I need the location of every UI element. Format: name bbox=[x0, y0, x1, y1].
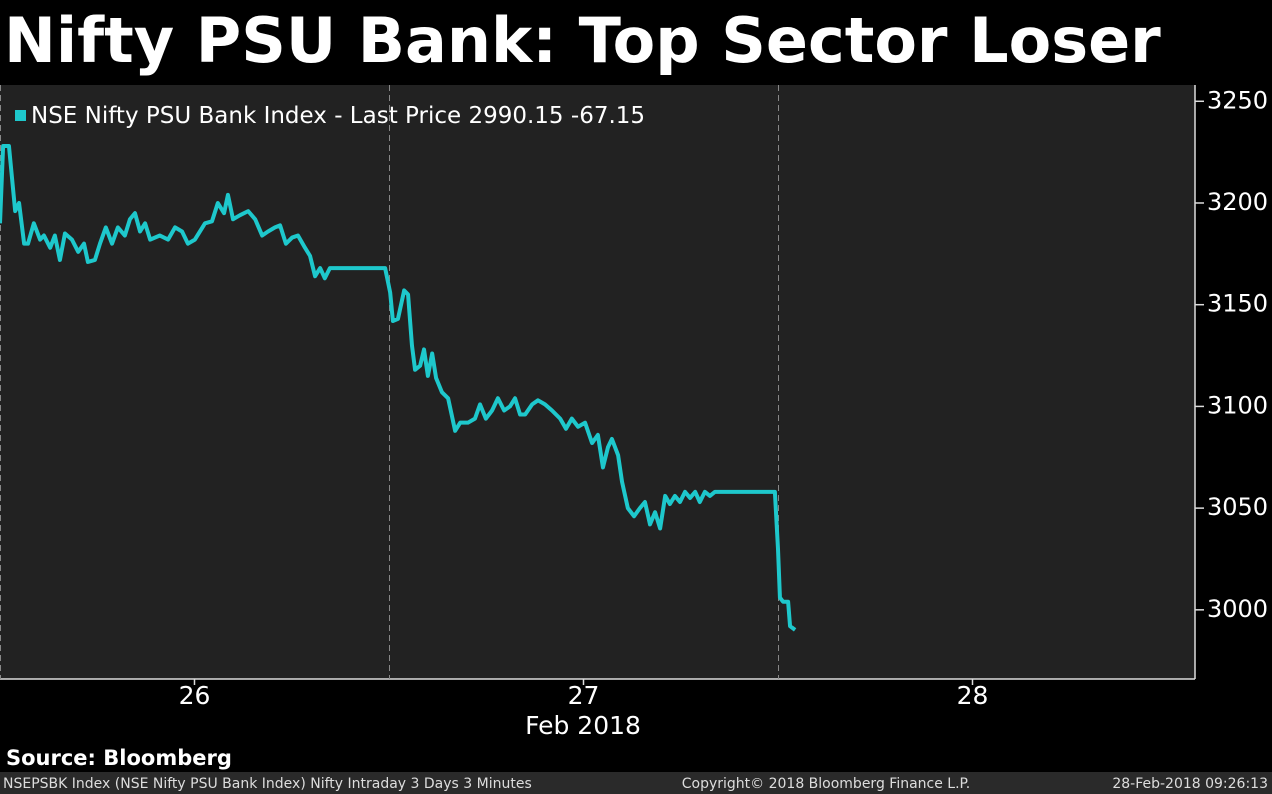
x-tick-label: 28 bbox=[957, 681, 989, 710]
legend-swatch bbox=[15, 110, 26, 121]
legend-change: -67.15 bbox=[571, 103, 645, 129]
legend-last-price: 2990.15 bbox=[468, 103, 563, 129]
footer-right: 28-Feb-2018 09:26:13 bbox=[1112, 776, 1268, 792]
price-line bbox=[0, 144, 797, 632]
x-tick-label: 26 bbox=[179, 681, 211, 710]
source: Source: Bloomberg bbox=[6, 746, 232, 770]
footer-center: Copyright© 2018 Bloomberg Finance L.P. bbox=[682, 776, 971, 792]
legend-text: NSE Nifty PSU Bank Index - Last Price 29… bbox=[31, 103, 645, 129]
y-tick-label: 3250 bbox=[1207, 86, 1268, 114]
legend: NSE Nifty PSU Bank Index - Last Price 29… bbox=[15, 103, 645, 129]
title-band bbox=[0, 0, 1272, 85]
y-tick-label: 3200 bbox=[1207, 188, 1268, 216]
x-tick-label: 27 bbox=[568, 681, 600, 710]
y-tick-label: 3150 bbox=[1207, 290, 1268, 318]
y-tick-label: 3000 bbox=[1207, 595, 1268, 623]
footer-left: NSEPSBK Index (NSE Nifty PSU Bank Index)… bbox=[3, 776, 532, 792]
chart-title: Nifty PSU Bank: Top Sector Loser bbox=[4, 4, 1161, 77]
plot-area bbox=[0, 85, 1195, 679]
legend-label: NSE Nifty PSU Bank Index - Last Price bbox=[31, 103, 461, 129]
y-tick-label: 3100 bbox=[1207, 391, 1268, 419]
footer-band bbox=[0, 772, 1272, 794]
x-axis-label: Feb 2018 bbox=[525, 711, 641, 740]
y-tick-label: 3050 bbox=[1207, 493, 1268, 521]
